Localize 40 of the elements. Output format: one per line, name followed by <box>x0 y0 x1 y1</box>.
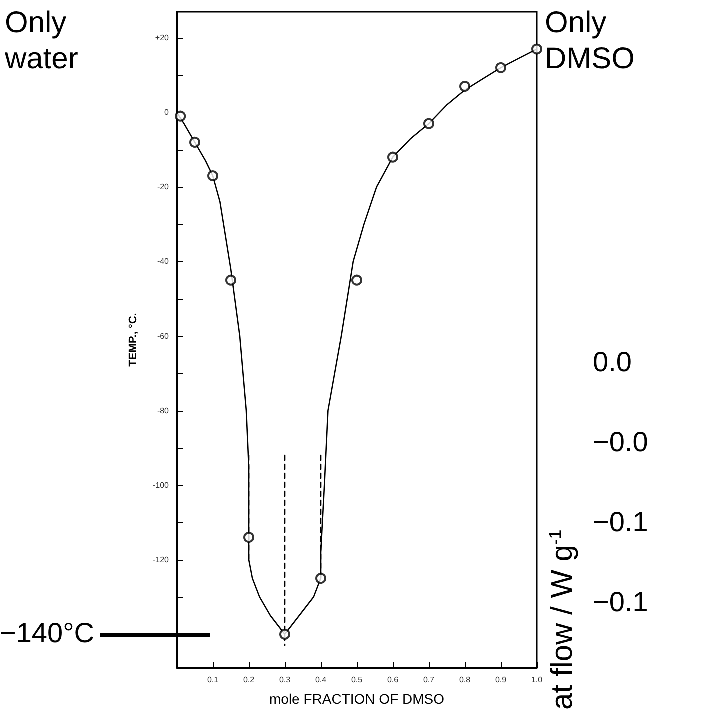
point <box>496 62 506 74</box>
y-tick-label: 0 <box>164 108 170 118</box>
point <box>316 573 326 584</box>
x-tick-label: 0.8 <box>459 676 472 684</box>
text: 0.0 <box>593 346 632 378</box>
y-tick-label: -80 <box>157 406 170 416</box>
x-tick-label: 0.7 <box>423 676 436 684</box>
text: −0.1 <box>593 506 648 538</box>
point <box>352 274 362 286</box>
y-tick-label: -100 <box>152 480 170 490</box>
x-tick-label: 0.9 <box>495 676 508 684</box>
y-tick-label: -60 <box>157 332 170 341</box>
text: Only water <box>4 6 78 76</box>
text: −0.1 <box>593 586 648 618</box>
y-axis-title: TEMP., °C. <box>128 313 140 367</box>
x-tick-label: 0.6 <box>387 676 400 684</box>
point <box>190 136 200 148</box>
text: −140°C <box>0 618 94 648</box>
x-tick-label: 0.1 <box>207 676 220 684</box>
x-tick-label: 0.4 <box>315 676 328 684</box>
text: at flow / W g-1 <box>546 530 579 710</box>
y-tick-label: -40 <box>157 257 170 266</box>
point <box>388 152 398 163</box>
x-axis-title: mole FRACTION OF DMSO <box>269 691 445 707</box>
point <box>280 628 290 640</box>
x-tick-label: 0.2 <box>243 676 256 684</box>
y-tick-label: -20 <box>157 182 170 192</box>
point <box>424 118 434 130</box>
x-tick-label: 0.3 <box>279 676 292 684</box>
point <box>226 274 236 286</box>
point <box>460 81 470 92</box>
point <box>532 44 542 55</box>
y-tick-label: +20 <box>155 34 170 43</box>
text: −0.0 <box>593 426 648 458</box>
point <box>244 532 254 544</box>
text: Only DMSO <box>545 6 635 76</box>
point <box>208 170 218 182</box>
y-tick-label: -120 <box>152 555 170 564</box>
x-tick-label: 0.5 <box>351 676 364 684</box>
x-tick-label: 1.0 <box>531 676 544 684</box>
